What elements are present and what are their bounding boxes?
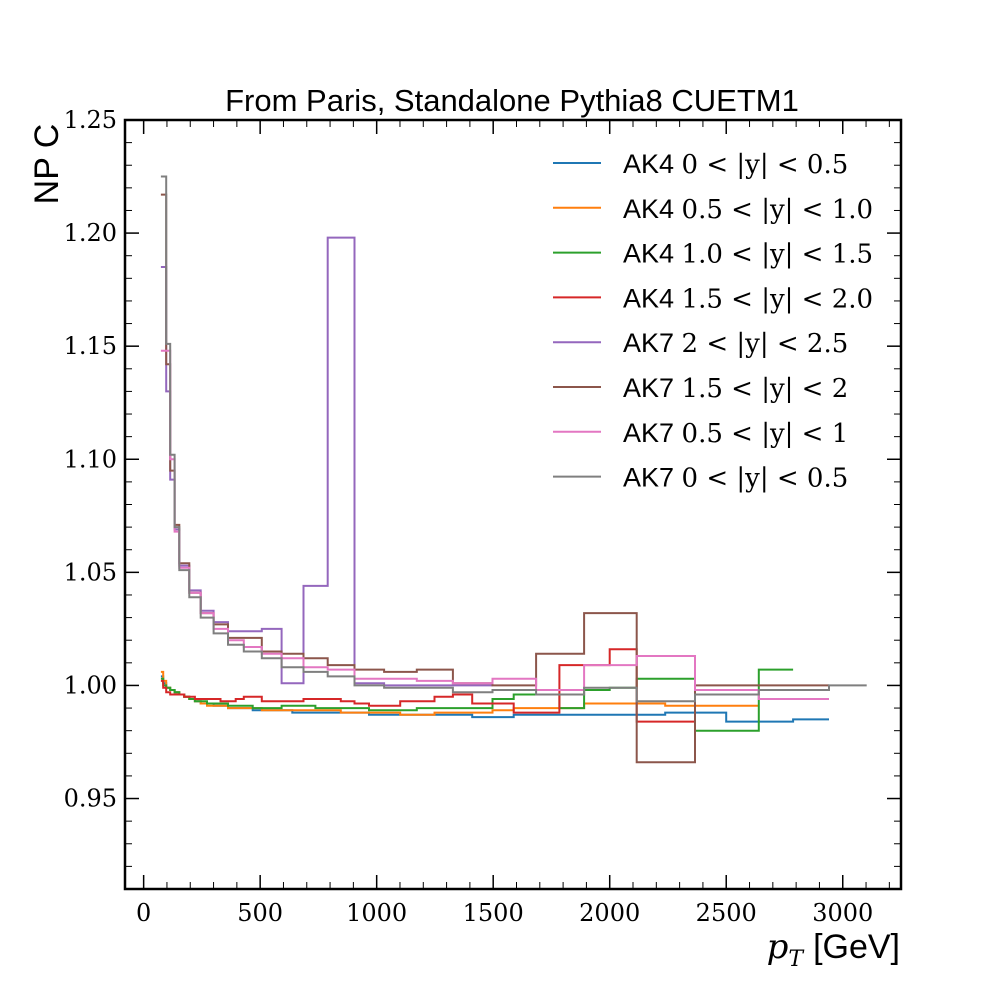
series-layer (160, 175, 867, 764)
y-tick-label: 1.05 (64, 558, 117, 586)
x-tick-label: 500 (237, 899, 283, 927)
y-axis-label: NP C (28, 124, 66, 205)
y-tick-label: 1.20 (64, 219, 117, 247)
series-line-3 (160, 648, 695, 723)
x-axis-label: pT [GeV] (767, 927, 900, 972)
x-tick-label: 3000 (812, 899, 873, 927)
x-tick-label: 1000 (346, 899, 407, 927)
legend-entry-0: AK4 0 < |y| < 0.5 (623, 149, 848, 180)
y-tick-label: 1.15 (64, 332, 117, 360)
series-line-5 (160, 193, 829, 764)
x-axis-label-unit: [GeV] (813, 928, 900, 966)
chart-title: From Paris, Standalone Pythia8 CUETM1 (225, 83, 799, 118)
x-tick-label: 2000 (579, 899, 640, 927)
legend-entry-5: AK7 1.5 < |y| < 2 (623, 373, 848, 404)
x-tick-label: 2500 (696, 899, 757, 927)
x-tick-label: 1500 (463, 899, 524, 927)
series-line-7 (160, 175, 867, 703)
plot-frame (123, 118, 903, 891)
y-tick-label: 1.00 (64, 671, 117, 699)
y-tick-label: 1.25 (64, 106, 117, 134)
legend-entry-6: AK7 0.5 < |y| < 1 (623, 418, 848, 449)
y-tick-label: 0.95 (64, 785, 117, 813)
x-tick-label: 0 (136, 899, 151, 927)
y-tick-label: 1.10 (64, 445, 117, 473)
x-axis-label-subscript: T (788, 947, 805, 972)
x-axis-label-symbol: p (767, 927, 789, 967)
legend-entry-3: AK4 1.5 < |y| < 2.0 (623, 283, 873, 314)
legend-entry-7: AK7 0 < |y| < 0.5 (623, 463, 848, 494)
legend-entry-1: AK4 0.5 < |y| < 1.0 (623, 194, 873, 225)
legend: AK4 0 < |y| < 0.5 AK4 0.5 < |y| < 1.0 AK4 … (553, 149, 873, 494)
legend-entry-4: AK7 2 < |y| < 2.5 (623, 328, 848, 359)
legend-entry-2: AK4 1.0 < |y| < 1.5 (623, 239, 873, 270)
